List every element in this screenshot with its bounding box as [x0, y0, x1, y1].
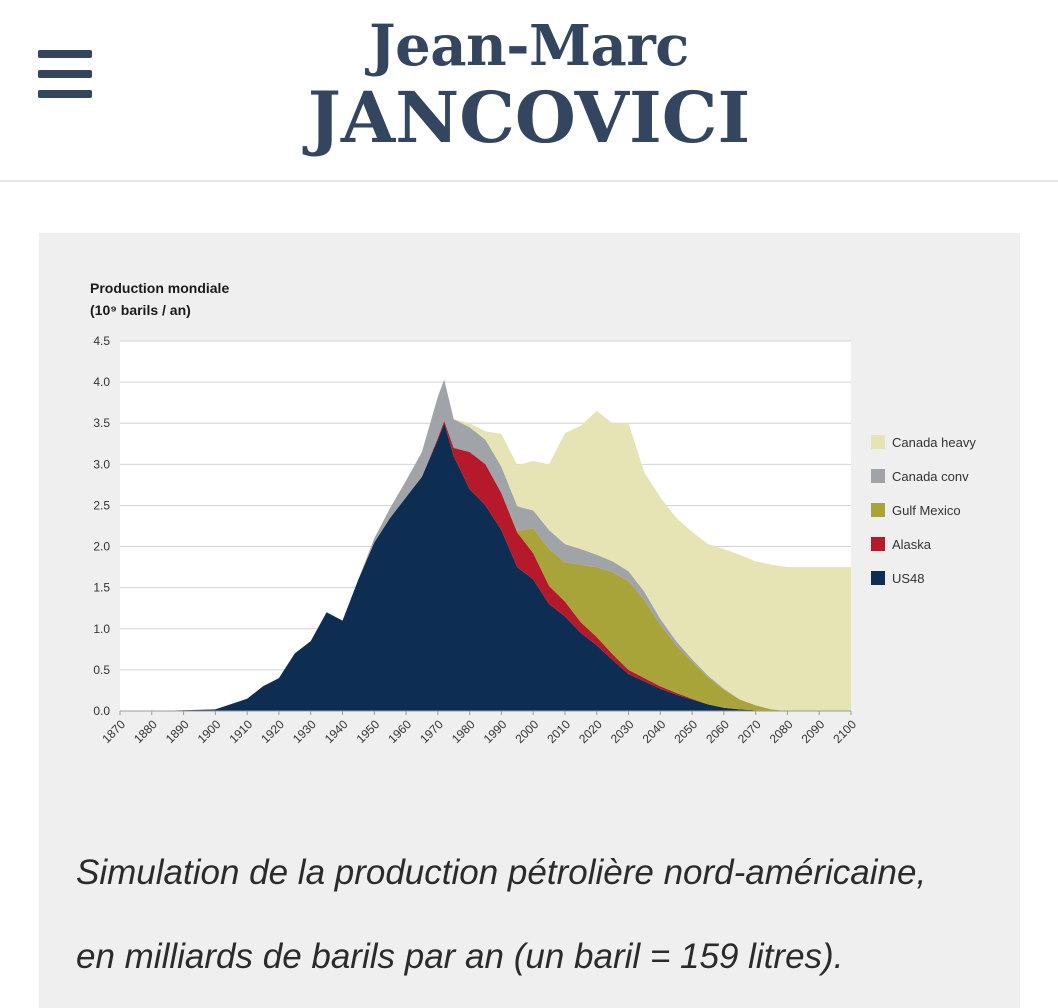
production-chart: 0.0 0.5 1.0 1.5 2.0 2.5 3.0 3.5 4.0 4.5 1870 1880 18… — [90, 280, 976, 746]
x-tick-label: 2090 — [799, 717, 828, 746]
x-tick-label: 1990 — [481, 717, 510, 746]
area-alaska — [120, 420, 851, 711]
site-header: Jean-Marc JANCOVICI — [0, 0, 1058, 182]
x-tick-label: 2100 — [830, 717, 859, 746]
legend-swatch-gulf-mexico — [871, 503, 885, 517]
x-tick-label: 1870 — [99, 717, 128, 746]
legend-swatch-alaska — [871, 537, 885, 551]
area-us48 — [120, 423, 851, 711]
y-tick-label: 0.0 — [93, 704, 110, 718]
x-tick-label: 2050 — [671, 717, 700, 746]
y-axis-label-line2: (10⁹ barils / an) — [90, 302, 191, 318]
figure-caption: Simulation de la production pétrolière n… — [76, 831, 1006, 999]
x-tick-label: 2020 — [576, 717, 605, 746]
x-tick-label: 1890 — [163, 717, 192, 746]
x-tick-label: 2060 — [703, 717, 732, 746]
y-axis-label-line1: Production mondiale — [90, 280, 229, 296]
y-tick-label: 4.0 — [93, 375, 110, 389]
x-tick-label: 1880 — [131, 717, 160, 746]
y-tick-label: 2.0 — [93, 540, 110, 554]
x-tick-label: 1960 — [385, 717, 414, 746]
caption-line-1: Simulation de la production pétrolière n… — [76, 853, 927, 892]
x-tick-label: 1930 — [290, 717, 319, 746]
y-tick-label: 2.5 — [93, 498, 110, 512]
y-tick-label: 3.0 — [93, 457, 110, 471]
legend-label-canada-conv: Canada conv — [892, 469, 969, 484]
legend-swatch-canada-conv — [871, 469, 885, 483]
x-tick-label: 1950 — [354, 717, 383, 746]
x-tick-label: 2040 — [640, 717, 669, 746]
x-tick-label: 2030 — [608, 717, 637, 746]
legend-label-gulf-mexico: Gulf Mexico — [892, 503, 961, 518]
x-tick-label: 1980 — [449, 717, 478, 746]
logo-last-name: JANCOVICI — [307, 76, 751, 159]
area-canada-heavy — [120, 379, 851, 711]
legend-label-us48: US48 — [892, 571, 925, 586]
caption-line-2: en milliards de barils par an (un baril … — [76, 937, 844, 976]
legend-swatch-canada-heavy — [871, 435, 885, 449]
x-tick-label: 2010 — [544, 717, 573, 746]
x-tick-label: 2080 — [767, 717, 796, 746]
y-tick-label: 4.5 — [93, 334, 110, 348]
y-tick-label: 1.5 — [93, 581, 110, 595]
x-tick-label: 1920 — [258, 717, 287, 746]
x-tick-label: 2070 — [735, 717, 764, 746]
legend-swatch-us48 — [871, 571, 885, 585]
site-logo[interactable]: Jean-Marc JANCOVICI — [279, 14, 779, 158]
y-tick-label: 0.5 — [93, 663, 110, 677]
area-canada-conv — [120, 379, 851, 711]
figure-card: 0.0 0.5 1.0 1.5 2.0 2.5 3.0 3.5 4.0 4.5 1870 1880 18… — [39, 233, 1020, 1008]
logo-first-name: Jean-Marc — [369, 13, 689, 79]
hamburger-menu-icon[interactable] — [38, 50, 92, 98]
y-tick-label: 3.5 — [93, 416, 110, 430]
x-tick-label: 1970 — [417, 717, 446, 746]
y-tick-label: 1.0 — [93, 622, 110, 636]
legend-label-alaska: Alaska — [892, 537, 932, 552]
x-tick-label: 1900 — [195, 717, 224, 746]
x-tick-label: 1910 — [226, 717, 255, 746]
area-gulf-mexico — [120, 420, 851, 711]
x-tick-label: 1940 — [322, 717, 351, 746]
x-tick-label: 2000 — [513, 717, 542, 746]
legend-label-canada-heavy: Canada heavy — [892, 435, 976, 450]
